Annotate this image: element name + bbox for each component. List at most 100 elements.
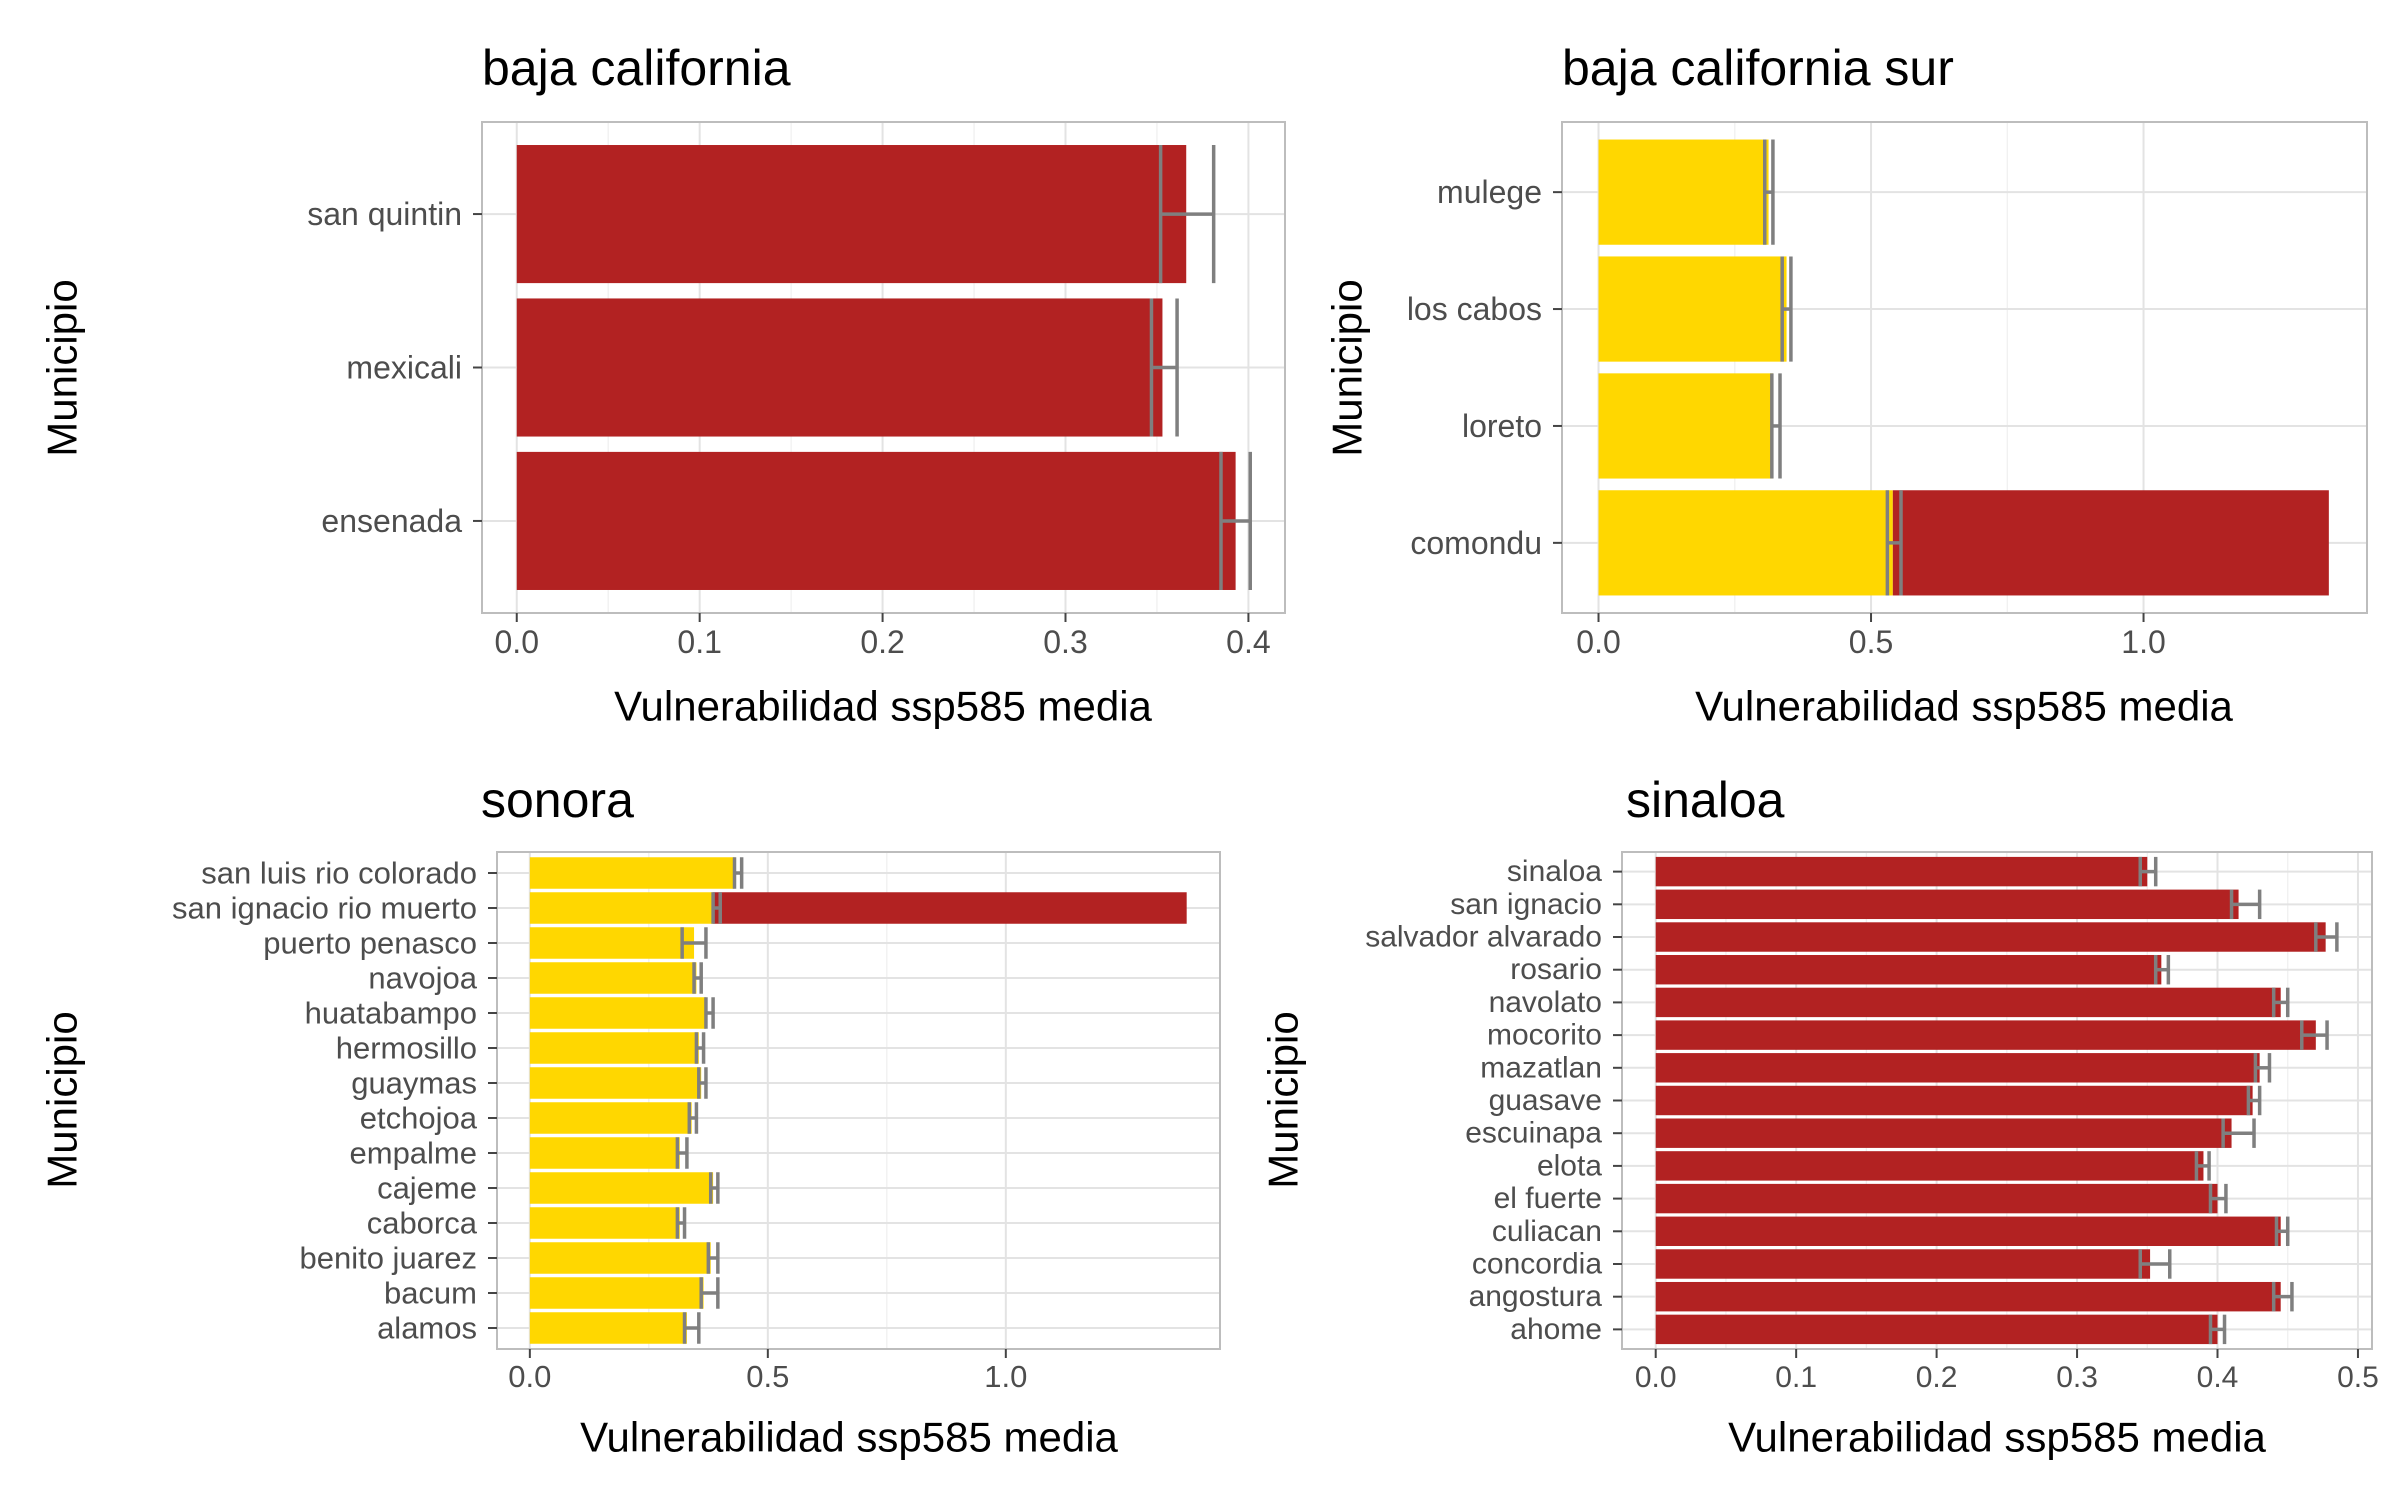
x-axis-title: Vulnerabilidad ssp585 media: [1695, 683, 2233, 730]
error-bar-salvador-alvarado: [2314, 922, 2339, 952]
bar-san-ignacio-rio-muerto-red: [713, 892, 1187, 924]
y-tick-label: angostura: [1469, 1280, 1603, 1313]
x-tick-label: 0.4: [1226, 624, 1270, 660]
x-axis-title: Vulnerabilidad ssp585 media: [1728, 1414, 2266, 1461]
bar-escuinapa-red: [1655, 1118, 2232, 1148]
error-bar-concordia: [2138, 1249, 2172, 1279]
error-bar-puerto-penasco: [680, 927, 708, 959]
error-bar-elota: [2194, 1151, 2211, 1181]
y-tick-label: puerto penasco: [263, 926, 477, 961]
x-tick-label: 0.5: [2337, 1361, 2379, 1394]
error-bar-navolato: [2271, 987, 2290, 1018]
error-bar-mocorito: [2300, 1020, 2329, 1050]
bar-guasave-red: [1655, 1085, 2253, 1116]
error-bar-mulege: [1762, 139, 1775, 245]
bar-el-fuerte-red: [1655, 1183, 2218, 1214]
y-axis-title: Municipio: [1324, 279, 1371, 456]
y-tick-label: mocorito: [1487, 1019, 1602, 1052]
y-tick-label: san luis rio colorado: [201, 856, 477, 891]
error-bar-benito-juarez: [706, 1242, 720, 1274]
error-bar-el-fuerte: [2208, 1183, 2228, 1214]
error-bar-san-quintin: [1158, 145, 1216, 284]
error-bar-mexicali: [1149, 298, 1179, 437]
y-tick-label: alamos: [377, 1311, 477, 1346]
y-tick-label: comondu: [1410, 525, 1542, 561]
x-tick-label: 0.0: [1635, 1361, 1677, 1394]
bar-guaymas-yellow: [529, 1067, 702, 1099]
y-tick-label: guaymas: [351, 1066, 477, 1101]
y-axis-title: Municipio: [1260, 1011, 1307, 1188]
x-tick-label: 0.0: [495, 624, 539, 660]
bar-alamos-yellow: [529, 1312, 687, 1344]
bar-concordia-red: [1655, 1249, 2151, 1279]
error-bar-ensenada: [1219, 451, 1252, 590]
bar-navojoa-yellow: [529, 962, 697, 994]
y-tick-label: ensenada: [321, 503, 462, 539]
panel-baja-california: 0.0 0.1 0.2 0.3 0.4 ensenada mexicali san quint…: [39, 40, 1286, 730]
bar-mulege-yellow: [1598, 139, 1769, 245]
error-bar-ahome: [2208, 1314, 2227, 1345]
bar-rosario-red: [1655, 954, 2162, 985]
x-tick-label: 0.3: [1043, 624, 1087, 660]
x-tick-label: 0.3: [2056, 1361, 2098, 1394]
bar-navolato-red: [1655, 987, 2281, 1018]
panel-sinaloa: 0.0 0.1 0.2 0.3 0.4 0.5 ahomeangosturaconcordi…: [1260, 772, 2379, 1461]
panel-title: baja california: [482, 40, 791, 96]
error-bar-culiacan: [2274, 1216, 2290, 1247]
error-bar-los-cabos: [1780, 256, 1793, 362]
panel-title: sinaloa: [1626, 772, 1785, 828]
bar-puerto-penasco-yellow: [529, 927, 695, 959]
y-tick-label: cajeme: [377, 1171, 477, 1206]
panel-border: [1561, 121, 2368, 614]
error-bar-hermosillo: [694, 1032, 706, 1064]
y-tick-label: rosario: [1510, 953, 1602, 986]
x-axis-title: Vulnerabilidad ssp585 media: [614, 683, 1152, 730]
error-bar-escuinapa: [2221, 1118, 2256, 1148]
bar-san-luis-rio-colorado-yellow: [529, 857, 735, 889]
x-tick-label: 0.1: [1775, 1361, 1817, 1394]
error-bar-san-ignacio-rio-muerto: [711, 892, 722, 924]
panel-title: sonora: [481, 772, 634, 828]
y-axis-title: Municipio: [39, 1011, 86, 1188]
error-bar-rosario: [2153, 954, 2171, 985]
y-tick-label: huatabampo: [305, 996, 477, 1031]
y-tick-label: san ignacio rio muerto: [172, 891, 477, 926]
x-tick-label: 0.2: [860, 624, 904, 660]
bar-empalme-yellow: [529, 1137, 680, 1169]
bar-san-ignacio-red: [1655, 889, 2239, 920]
x-axis-title: Vulnerabilidad ssp585 media: [580, 1414, 1118, 1461]
y-tick-label: mexicali: [346, 350, 462, 386]
y-tick-label: escuinapa: [1465, 1117, 1602, 1150]
y-tick-label: hermosillo: [336, 1031, 477, 1066]
bar-bacum-yellow: [529, 1277, 704, 1309]
panel-border: [496, 851, 1221, 1350]
bar-angostura-red: [1655, 1281, 2281, 1312]
bar-mazatlan-red: [1655, 1053, 2260, 1083]
panel-baja-california-sur: 0.0 0.5 1.0 comondu loreto los cabos mulege baj…: [1324, 40, 2368, 730]
y-tick-label: culiacan: [1492, 1215, 1602, 1248]
y-tick-label: el fuerte: [1494, 1182, 1602, 1215]
error-bar-san-luis-rio-colorado: [732, 857, 744, 889]
y-tick-label: mazatlan: [1480, 1051, 1602, 1084]
x-tick-label: 1.0: [2121, 624, 2165, 660]
y-tick-label: loreto: [1462, 408, 1542, 444]
bar-loreto-yellow: [1598, 373, 1773, 479]
error-bar-cajeme: [708, 1172, 720, 1204]
y-tick-label: etchojoa: [360, 1101, 478, 1136]
y-tick-label: san ignacio: [1450, 888, 1602, 921]
bar-benito-juarez-yellow: [529, 1242, 711, 1274]
x-tick-label: 0.5: [1849, 624, 1893, 660]
y-tick-label: benito juarez: [299, 1241, 477, 1276]
error-bar-loreto: [1770, 373, 1782, 479]
bar-comondu-yellow: [1598, 490, 1893, 596]
error-bar-huatabampo: [704, 997, 715, 1029]
bar-mocorito-red: [1655, 1020, 2316, 1050]
bar-hermosillo-yellow: [529, 1032, 699, 1064]
y-tick-label: caborca: [367, 1206, 478, 1241]
y-tick-label: sinaloa: [1507, 855, 1602, 888]
error-bar-empalme: [675, 1137, 689, 1169]
bar-san-ignacio-rio-muerto-yellow: [529, 892, 714, 924]
y-tick-label: bacum: [384, 1276, 477, 1311]
